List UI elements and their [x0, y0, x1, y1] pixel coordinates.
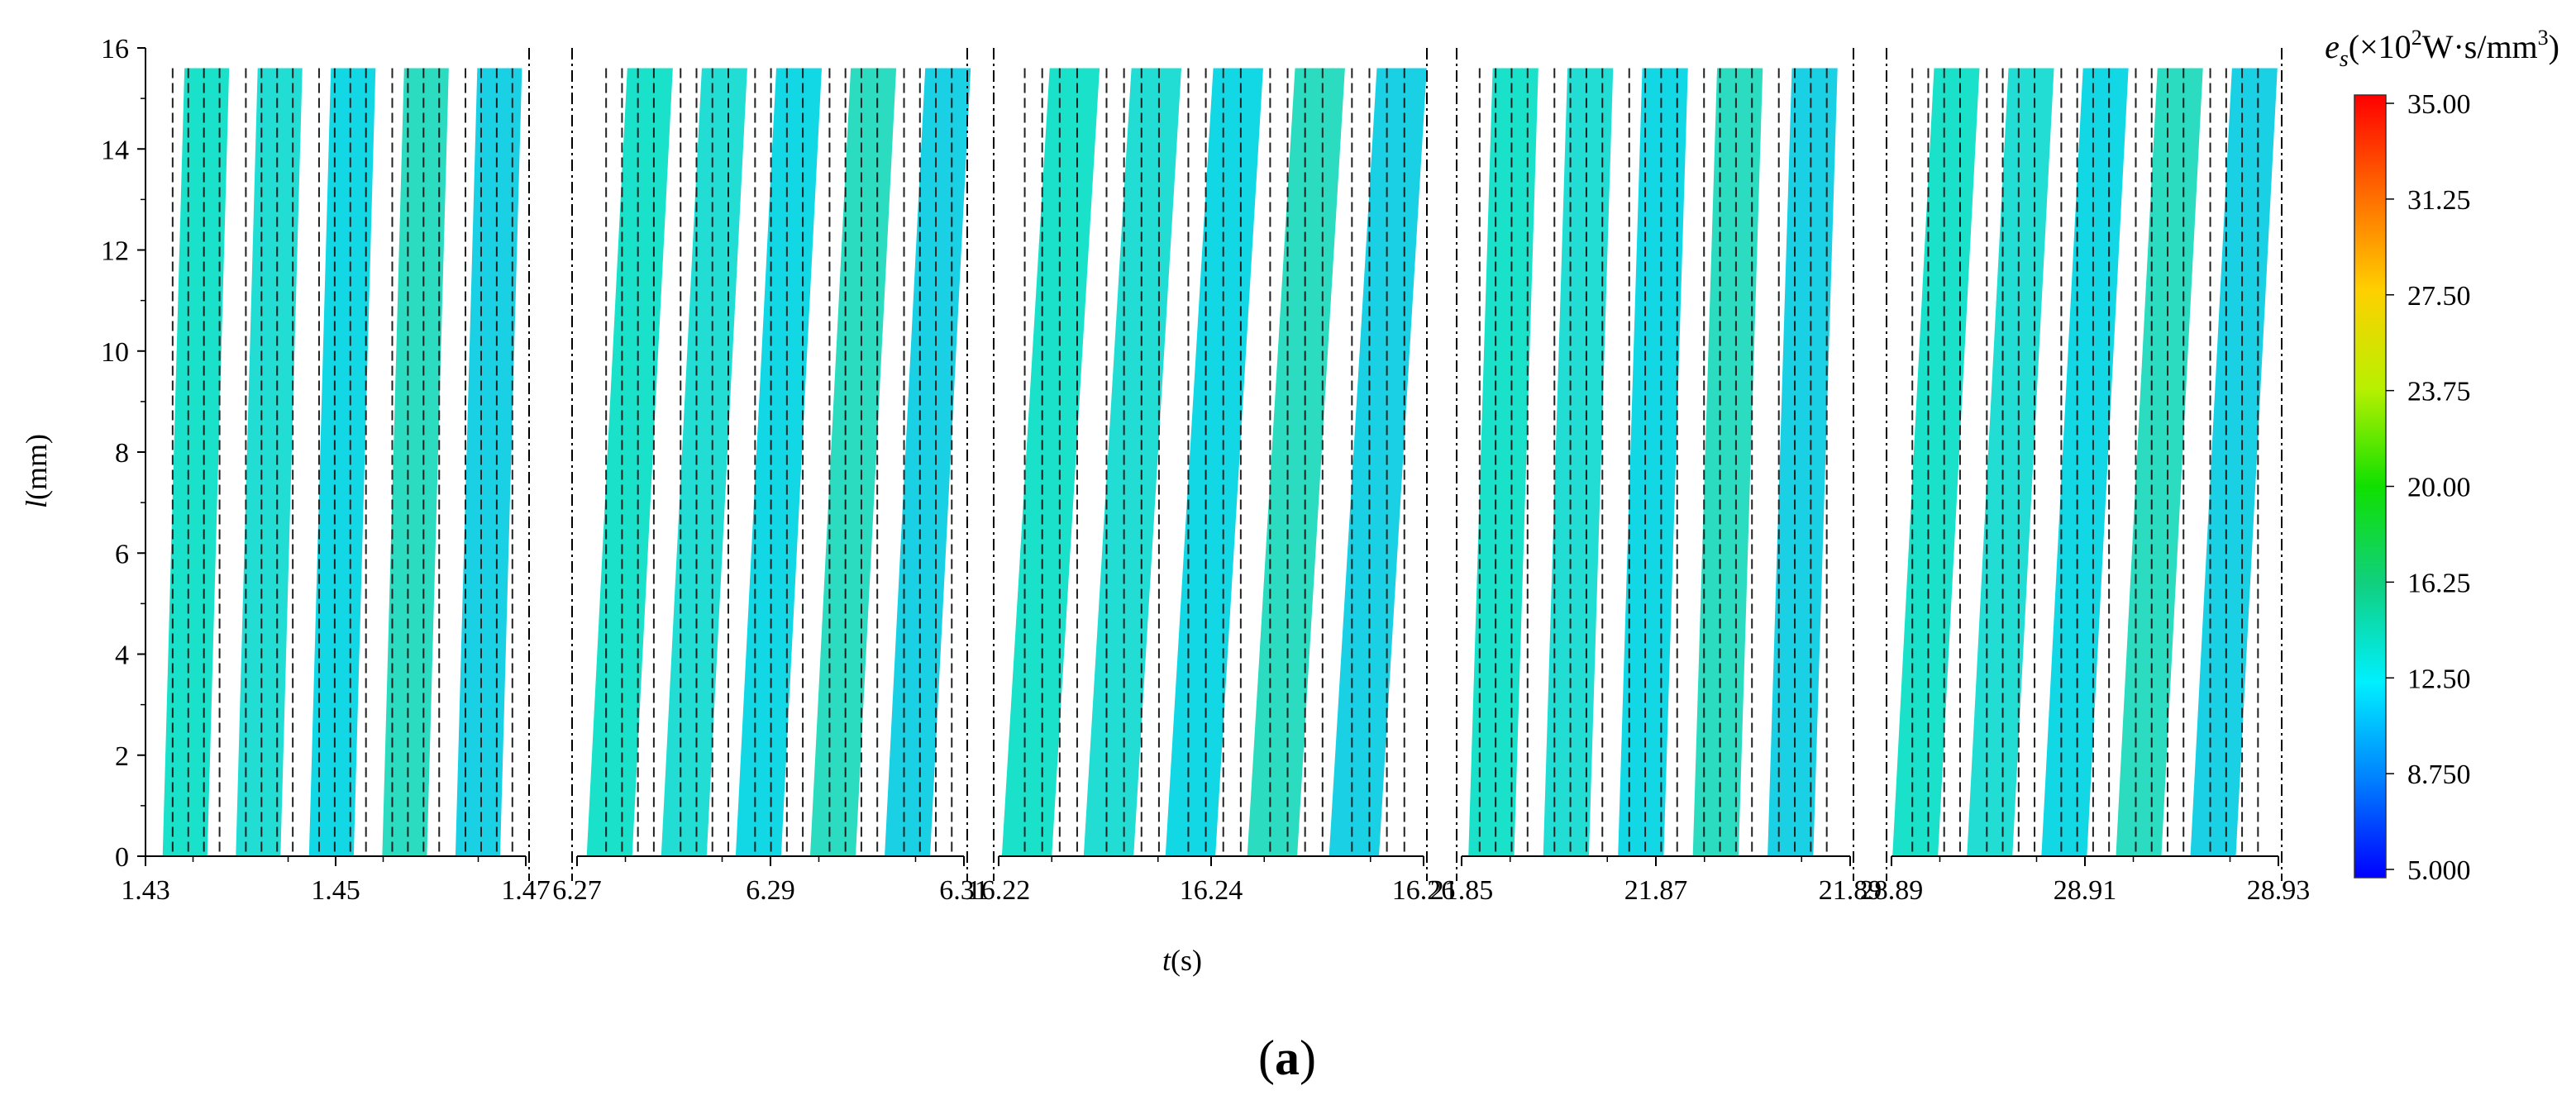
x-axis-title-unit: (s) — [1171, 944, 1202, 977]
band-panel3-3 — [1165, 68, 1263, 856]
colorbar-bar — [2354, 94, 2387, 879]
colorbar-title-scale: (×10 — [2349, 28, 2411, 65]
band-panel5-1 — [1892, 68, 1980, 856]
x-tick-label: 6.29 — [746, 875, 795, 906]
band-panel2-5 — [885, 68, 971, 856]
panel-1 — [162, 68, 522, 856]
band-panel5-3 — [2041, 68, 2129, 856]
x-tick-label: 21.89 — [1819, 875, 1882, 906]
band-panel5-5 — [2190, 68, 2278, 856]
x-tick-label: 1.45 — [311, 875, 360, 906]
panel-4 — [1468, 68, 1838, 856]
colorbar-title-symbol: e — [2325, 28, 2340, 65]
x-tick-label: 28.89 — [1860, 875, 1924, 906]
band-panel1-2 — [236, 68, 303, 856]
colorbar-title-exponent: 2 — [2411, 26, 2422, 50]
colorbar-label: 31.25 — [2407, 185, 2471, 216]
colorbar-title: es(×102W·s/mm3) — [2325, 26, 2559, 72]
y-tick-label: 2 — [115, 741, 129, 772]
colorbar-title-subscript: s — [2340, 46, 2349, 72]
colorbar: 35.00 31.25 27.50 23.75 20.00 16.25 12.50 8.750… — [2325, 26, 2559, 886]
y-tick-label: 14 — [101, 135, 129, 165]
band-panel4-4 — [1692, 68, 1763, 856]
colorbar-label: 27.50 — [2407, 281, 2471, 312]
y-tick-label: 16 — [101, 34, 129, 64]
x-axis-title: t(s) — [1162, 944, 1202, 977]
y-tick-label: 10 — [101, 337, 129, 368]
colorbar-label: 12.50 — [2407, 664, 2471, 694]
x-tick-label: 1.43 — [121, 875, 170, 906]
x-tick-label: 21.87 — [1624, 875, 1688, 906]
band-panel1-3 — [308, 68, 376, 856]
colorbar-label: 23.75 — [2407, 377, 2471, 407]
colorbar-title-close: ) — [2549, 28, 2559, 65]
panel-3 — [1001, 68, 1427, 856]
colorbar-label: 5.000 — [2407, 855, 2471, 886]
x-tick-label: 28.93 — [2247, 875, 2311, 906]
x-tick-label: 6.27 — [552, 875, 602, 906]
colorbar-label: 20.00 — [2407, 473, 2471, 503]
x-tick-label: 28.91 — [2054, 875, 2117, 906]
colorbar-labels: 35.00 31.25 27.50 23.75 20.00 16.25 12.50 8.750… — [2386, 89, 2471, 886]
x-axis-title-symbol: t — [1162, 944, 1171, 977]
band-panel2-3 — [735, 68, 823, 856]
y-tick-label: 0 — [115, 842, 129, 873]
y-axis-title: l(mm) — [20, 434, 53, 508]
band-panel1-5 — [455, 68, 522, 856]
colorbar-label: 16.25 — [2407, 568, 2471, 598]
band-panel1-1 — [162, 68, 230, 856]
x-tick-label: 1.47 — [501, 875, 551, 906]
colorbar-label: 35.00 — [2407, 89, 2471, 120]
x-tick-label: 6.31 — [939, 875, 989, 906]
band-panel5-4 — [2116, 68, 2203, 856]
figure-caption: (a) — [1258, 1031, 1316, 1085]
caption-close: ) — [1300, 1031, 1316, 1085]
band-panel3-4 — [1247, 68, 1345, 856]
band-panel2-1 — [586, 68, 673, 856]
colorbar-title-exponent2: 3 — [2538, 26, 2549, 50]
x-tick-label: 16.22 — [967, 875, 1031, 906]
x-tick-label: 21.85 — [1430, 875, 1494, 906]
band-panel3-2 — [1083, 68, 1182, 856]
band-panel4-1 — [1468, 68, 1538, 856]
y-tick-label: 4 — [115, 640, 129, 671]
band-panel3-1 — [1001, 68, 1100, 856]
band-panel5-2 — [1967, 68, 2054, 856]
y-axis-title-unit: (mm) — [20, 434, 53, 500]
panel-2 — [586, 68, 971, 856]
band-panel2-4 — [809, 68, 897, 856]
y-tick-label: 8 — [115, 438, 129, 469]
band-panel3-5 — [1329, 68, 1427, 856]
caption-letter: a — [1275, 1031, 1300, 1085]
x-tick-label: 16.24 — [1180, 875, 1243, 906]
colorbar-title-unit: W·s/mm — [2422, 28, 2538, 65]
band-panel4-5 — [1767, 68, 1838, 856]
y-tick-label: 12 — [101, 236, 129, 267]
band-panel4-2 — [1543, 68, 1614, 856]
plot-area — [162, 68, 2278, 856]
y-tick-label: 6 — [115, 539, 129, 569]
band-panel1-4 — [382, 68, 449, 856]
x-tick-label: 16.26 — [1392, 875, 1456, 906]
band-panel4-3 — [1618, 68, 1688, 856]
panel-5 — [1892, 68, 2278, 856]
y-axis-title-symbol: l — [20, 500, 53, 508]
colorbar-label: 8.750 — [2407, 760, 2471, 790]
band-panel2-2 — [661, 68, 747, 856]
caption-open: ( — [1258, 1031, 1275, 1085]
